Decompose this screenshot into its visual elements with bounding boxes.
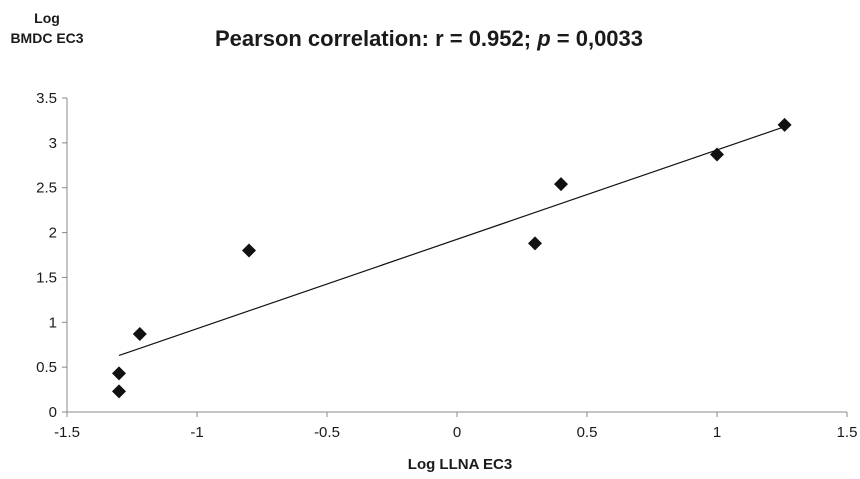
x-tick-label: 1.5 — [837, 424, 858, 441]
trendline — [118, 126, 785, 357]
y-tick-label: 0 — [49, 404, 57, 421]
data-point — [777, 117, 792, 132]
y-tick-label: 1 — [49, 314, 57, 331]
chart-title: Pearson correlation: r = 0.952; p = 0,00… — [215, 26, 643, 52]
y-axis-label: Log BMDC EC3 — [4, 8, 90, 48]
data-point — [132, 326, 147, 341]
y-axis-label-line1: Log — [34, 10, 60, 26]
x-axis-label: Log LLNA EC3 — [407, 456, 513, 473]
data-point — [112, 384, 126, 399]
x-tick-label: 0.5 — [577, 424, 598, 441]
data-point — [242, 243, 256, 258]
y-tick-label: 2.5 — [36, 180, 57, 197]
y-tick-label: 0.5 — [36, 359, 57, 376]
data-point — [710, 147, 724, 162]
y-tick-label: 3 — [49, 135, 57, 152]
x-tick-label: -1 — [190, 424, 203, 441]
chart-title-suffix: = 0,0033 — [550, 26, 644, 51]
data-point — [112, 366, 126, 381]
x-tick-label: -1.5 — [54, 424, 80, 441]
x-tick-label: 0 — [453, 424, 461, 441]
data-point — [554, 177, 568, 192]
x-tick-label: 1 — [713, 424, 721, 441]
chart-title-p: p — [537, 26, 551, 51]
y-tick-label: 3.5 — [36, 90, 57, 107]
data-point — [528, 236, 542, 251]
chart-title-prefix: Pearson correlation: r = 0.952; — [215, 26, 538, 51]
y-axis-label-line2: BMDC EC3 — [10, 30, 84, 46]
y-tick-label: 2 — [49, 225, 57, 242]
y-tick-label: 1.5 — [36, 269, 57, 286]
x-tick-label: -0.5 — [314, 424, 340, 441]
